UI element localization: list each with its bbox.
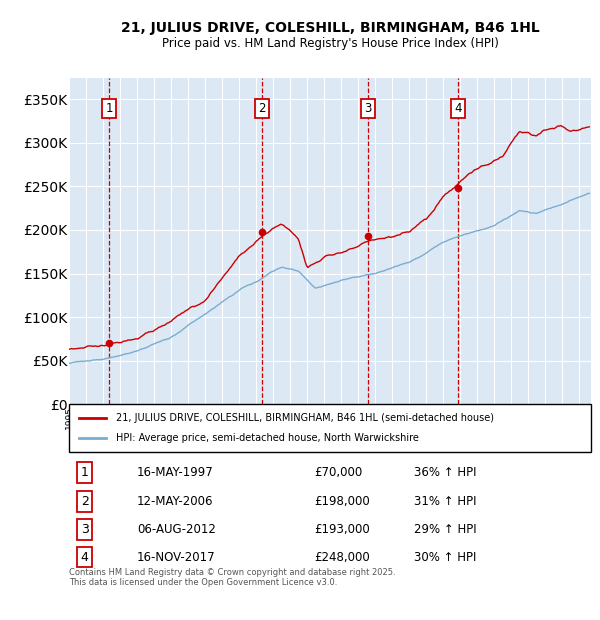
- Text: 12-MAY-2006: 12-MAY-2006: [137, 495, 214, 508]
- Text: 16-MAY-1997: 16-MAY-1997: [137, 466, 214, 479]
- Text: HPI: Average price, semi-detached house, North Warwickshire: HPI: Average price, semi-detached house,…: [116, 433, 419, 443]
- Text: 1: 1: [106, 102, 113, 115]
- FancyBboxPatch shape: [69, 404, 591, 451]
- Text: £193,000: £193,000: [314, 523, 370, 536]
- Text: 3: 3: [81, 523, 89, 536]
- Text: 3: 3: [364, 102, 372, 115]
- Text: Contains HM Land Registry data © Crown copyright and database right 2025.
This d: Contains HM Land Registry data © Crown c…: [69, 568, 395, 587]
- Text: £198,000: £198,000: [314, 495, 370, 508]
- Text: Price paid vs. HM Land Registry's House Price Index (HPI): Price paid vs. HM Land Registry's House …: [161, 37, 499, 50]
- Text: 06-AUG-2012: 06-AUG-2012: [137, 523, 216, 536]
- Text: 4: 4: [81, 551, 89, 564]
- Text: 29% ↑ HPI: 29% ↑ HPI: [413, 523, 476, 536]
- Text: 31% ↑ HPI: 31% ↑ HPI: [413, 495, 476, 508]
- Text: 21, JULIUS DRIVE, COLESHILL, BIRMINGHAM, B46 1HL: 21, JULIUS DRIVE, COLESHILL, BIRMINGHAM,…: [121, 21, 539, 35]
- Text: £70,000: £70,000: [314, 466, 362, 479]
- Text: 30% ↑ HPI: 30% ↑ HPI: [413, 551, 476, 564]
- Text: 1: 1: [81, 466, 89, 479]
- Text: 36% ↑ HPI: 36% ↑ HPI: [413, 466, 476, 479]
- Text: 4: 4: [454, 102, 462, 115]
- Text: 2: 2: [81, 495, 89, 508]
- Text: 21, JULIUS DRIVE, COLESHILL, BIRMINGHAM, B46 1HL (semi-detached house): 21, JULIUS DRIVE, COLESHILL, BIRMINGHAM,…: [116, 412, 494, 422]
- Text: 2: 2: [259, 102, 266, 115]
- Text: £248,000: £248,000: [314, 551, 370, 564]
- Text: 16-NOV-2017: 16-NOV-2017: [137, 551, 215, 564]
